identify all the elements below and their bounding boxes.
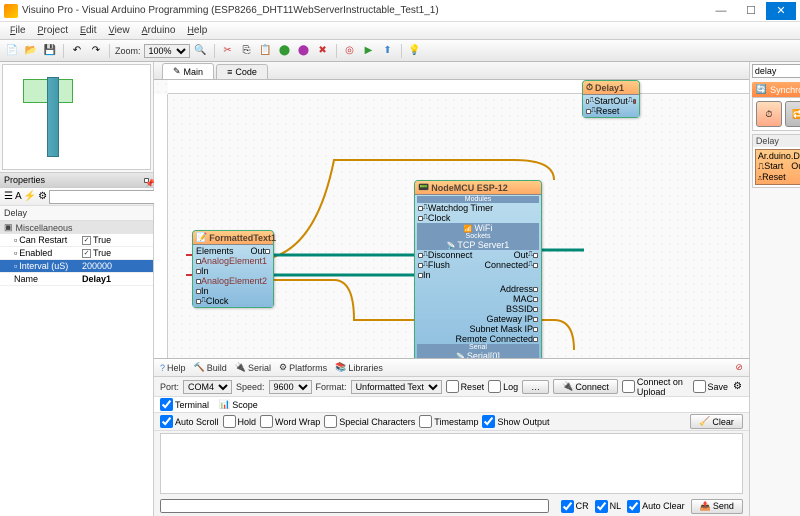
play-icon[interactable]: ▶: [361, 43, 377, 59]
autoclear-checkbox[interactable]: [627, 500, 640, 513]
save-checkbox[interactable]: [693, 380, 706, 393]
palette-search-input[interactable]: [752, 64, 800, 78]
tab-code[interactable]: ≡Code: [216, 64, 268, 79]
preview-panel[interactable]: [2, 64, 151, 170]
ruler-horizontal: [168, 80, 749, 94]
connect-upload-checkbox[interactable]: [622, 380, 635, 393]
component-palette: ✖ ⚡ ⬤ ⭐ ⚙ 🔄Synchronization ⏱ 🔁 Delay Ar.…: [749, 62, 800, 516]
cut-icon[interactable]: ✂: [220, 43, 236, 59]
prop-az-icon[interactable]: A: [15, 189, 22, 205]
app-icon: [4, 4, 18, 18]
design-canvas[interactable]: 📝FormattedText1 ElementsOut AnalogElemen…: [154, 80, 749, 358]
special-checkbox[interactable]: [324, 415, 337, 428]
minimize-button[interactable]: —: [706, 2, 736, 20]
node-formattedtext1[interactable]: 📝FormattedText1 ElementsOut AnalogElemen…: [192, 230, 274, 308]
ruler-vertical: [154, 94, 168, 358]
tool-icon[interactable]: ⬤: [277, 43, 293, 59]
paste-icon[interactable]: 📋: [258, 43, 274, 59]
maximize-button[interactable]: ☐: [736, 2, 766, 20]
autoscroll-checkbox[interactable]: [160, 415, 173, 428]
bottom-close-icon[interactable]: ⊘: [735, 362, 743, 373]
pin-icon[interactable]: 📌 ✕: [144, 178, 149, 183]
log-path-button[interactable]: …: [522, 380, 549, 394]
menu-file[interactable]: File: [4, 25, 32, 36]
hold-checkbox[interactable]: [223, 415, 236, 428]
node-nodemcu[interactable]: 📟NodeMCU ESP-12 Modules ⎍Watchdog Timer …: [414, 180, 542, 358]
prop-cat-icon[interactable]: ☰: [4, 189, 13, 205]
tab-build[interactable]: 🔨Build: [194, 362, 227, 373]
menu-edit[interactable]: Edit: [74, 25, 103, 36]
palette-category-header[interactable]: 🔄Synchronization: [752, 82, 800, 97]
send-button[interactable]: 📤Send: [691, 499, 743, 514]
palette-item-2[interactable]: 🔁: [785, 101, 800, 127]
log-checkbox[interactable]: [488, 380, 501, 393]
port-select[interactable]: COM4: [183, 380, 232, 394]
properties-header: Properties 📌 ✕: [0, 172, 153, 188]
prop-row-canrestart[interactable]: ▫Can Restart ✓True: [0, 234, 153, 247]
node-delay1[interactable]: ⏱Delay1 ⎍StartOut⎍ ⎍Reset: [582, 80, 640, 118]
tab-platforms[interactable]: ⚙Platforms: [279, 362, 327, 373]
delete-icon[interactable]: ✖: [315, 43, 331, 59]
cr-checkbox[interactable]: [561, 500, 574, 513]
showoutput-checkbox[interactable]: [482, 415, 495, 428]
preview-board: [47, 77, 59, 157]
format-label: Format:: [316, 382, 347, 392]
toolbar: 📄 📂 💾 ↶ ↷ Zoom: 100% 🔍 ✂ ⎘ 📋 ⬤ ⬤ ✖ ◎ ▶ ⬆…: [0, 40, 800, 62]
palette-item-delay[interactable]: ⏱: [756, 101, 782, 127]
canvas-tabs: ✎Main ≡Code: [154, 62, 749, 80]
terminal-tab-check[interactable]: [160, 398, 173, 411]
prop-row-interval[interactable]: ▫Interval (uS) 200000: [0, 260, 153, 273]
menubar: File Project Edit View Arduino Help: [0, 22, 800, 40]
speed-select[interactable]: 9600: [269, 380, 312, 394]
zoom-in-icon[interactable]: 🔍: [193, 43, 209, 59]
send-input[interactable]: [160, 499, 549, 513]
zoom-select[interactable]: 100%: [144, 44, 190, 58]
window-title: Visuino Pro - Visual Arduino Programming…: [22, 5, 706, 16]
titlebar: Visuino Pro - Visual Arduino Programming…: [0, 0, 800, 22]
port-label: Port:: [160, 382, 179, 392]
connect-button[interactable]: 🔌Connect: [553, 379, 618, 394]
terminal-output[interactable]: [160, 433, 743, 494]
tab-libraries[interactable]: 📚Libraries: [335, 362, 383, 373]
prop-row-name[interactable]: Name Delay1: [0, 273, 153, 286]
menu-view[interactable]: View: [103, 25, 136, 36]
save-icon[interactable]: 💾: [42, 43, 58, 59]
component-preview: Ar.duino.Delay ⎍Start Out⎍ ⎍Reset: [755, 149, 800, 185]
tab-help[interactable]: ?Help: [160, 363, 186, 373]
zoom-label: Zoom:: [115, 46, 141, 56]
prop-tool2-icon[interactable]: ⚙: [38, 189, 47, 205]
tool2-icon[interactable]: ⬤: [296, 43, 312, 59]
timestamp-checkbox[interactable]: [419, 415, 432, 428]
clear-button[interactable]: 🧹Clear: [690, 414, 743, 429]
prop-row-enabled[interactable]: ▫Enabled ✓True: [0, 247, 153, 260]
speed-label: Speed:: [236, 382, 265, 392]
tab-serial[interactable]: 🔌Serial: [235, 362, 271, 373]
menu-project[interactable]: Project: [32, 25, 74, 36]
bulb-icon[interactable]: 💡: [407, 43, 423, 59]
properties-toolbar: ☰ A ⚡ ⚙ ✖: [0, 188, 153, 206]
save-tool-icon[interactable]: ⚙: [732, 379, 743, 395]
component-detail-header: Delay: [753, 135, 800, 147]
format-select[interactable]: Unformatted Text: [351, 380, 442, 394]
nl-checkbox[interactable]: [595, 500, 608, 513]
tab-main[interactable]: ✎Main: [162, 63, 214, 79]
prop-category[interactable]: ▣Miscellaneous: [0, 221, 153, 234]
undo-icon[interactable]: ↶: [69, 43, 85, 59]
target-icon[interactable]: ◎: [342, 43, 358, 59]
upload-icon[interactable]: ⬆: [380, 43, 396, 59]
close-button[interactable]: ✕: [766, 2, 796, 20]
prop-tool-icon[interactable]: ⚡: [24, 189, 36, 205]
menu-arduino[interactable]: Arduino: [136, 25, 182, 36]
reset-checkbox[interactable]: [446, 380, 459, 393]
menu-help[interactable]: Help: [181, 25, 213, 36]
copy-icon[interactable]: ⎘: [239, 43, 255, 59]
new-icon[interactable]: 📄: [4, 43, 20, 59]
wordwrap-checkbox[interactable]: [260, 415, 273, 428]
open-icon[interactable]: 📂: [23, 43, 39, 59]
selected-object: Delay: [0, 206, 153, 221]
properties-title: Properties: [4, 175, 45, 185]
bottom-panel: ?Help 🔨Build 🔌Serial ⚙Platforms 📚Librari…: [154, 358, 749, 516]
redo-icon[interactable]: ↷: [88, 43, 104, 59]
